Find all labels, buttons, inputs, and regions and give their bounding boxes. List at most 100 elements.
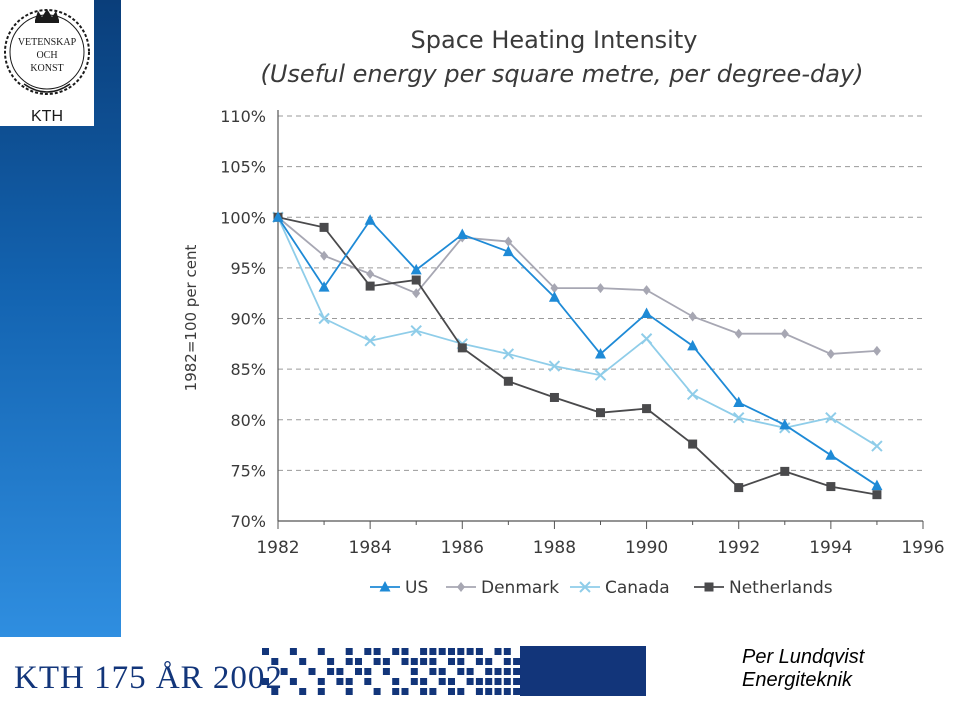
footer-mosaic-square xyxy=(355,658,362,665)
footer-mosaic-square xyxy=(373,658,381,665)
plot-area: 70% 75% 80% 85% 90% 95% 100% 105% 110% 1982 1984 19… xyxy=(220,107,944,558)
y-tick-label: 105% xyxy=(220,158,266,177)
footer-banner: KTH 175 ÅR 2002 xyxy=(0,640,960,702)
footer-mosaic-square xyxy=(420,678,428,685)
footer-mosaic-square xyxy=(410,678,418,685)
data-point-netherlands xyxy=(826,482,836,492)
footer-mosaic-square xyxy=(513,658,521,665)
logo-name: KTH xyxy=(31,108,63,125)
legend-marker-netherlands xyxy=(704,582,714,592)
data-point-canada xyxy=(502,348,515,360)
footer-mosaic-square xyxy=(503,648,511,655)
data-point-canada xyxy=(548,360,561,372)
footer-mosaic-square xyxy=(503,668,511,675)
footer-mosaic-square xyxy=(438,678,446,685)
footer-mosaic-square xyxy=(475,688,483,695)
footer-mosaic-square xyxy=(475,678,483,685)
data-point-canada xyxy=(640,333,653,345)
data-point-us xyxy=(687,339,699,351)
logo-line-3: KONST xyxy=(30,63,63,74)
chart-subtitle: (Useful energy per square metre, per deg… xyxy=(261,60,864,88)
crown-icon xyxy=(35,9,59,20)
footer-mosaic-square xyxy=(327,658,335,665)
footer-mosaic-square xyxy=(317,648,325,655)
data-point-netherlands xyxy=(457,343,467,353)
chart-legend: US Denmark Canada Netherlands xyxy=(370,578,833,598)
data-point-canada xyxy=(410,324,422,337)
footer-mosaic-square xyxy=(392,688,400,695)
footer-mosaic-square xyxy=(494,688,502,695)
data-point-netherlands xyxy=(734,483,744,493)
footer-mosaic-square xyxy=(494,678,502,685)
footer-mosaic-square xyxy=(438,648,446,655)
data-point-canada xyxy=(594,369,607,381)
footer-mosaic-square xyxy=(336,668,344,675)
data-point-netherlands xyxy=(642,404,652,414)
data-point-us xyxy=(272,211,284,222)
data-point-us xyxy=(410,263,422,275)
data-point-denmark xyxy=(642,285,651,296)
data-point-denmark xyxy=(320,250,329,261)
footer-mosaic-square xyxy=(448,678,455,685)
y-tick-label: 110% xyxy=(220,107,266,126)
chart-title: Space Heating Intensity xyxy=(411,26,698,54)
footer-mosaic-square xyxy=(466,648,474,655)
footer-mosaic-square xyxy=(364,668,372,675)
footer-mosaic-square xyxy=(271,688,279,695)
data-point-netherlands xyxy=(596,408,605,418)
data-point-netherlands xyxy=(411,275,421,285)
footer-mosaic-square xyxy=(485,668,493,675)
footer-mosaic-square xyxy=(448,648,455,655)
data-point-us xyxy=(502,245,514,257)
footer-mosaic-square xyxy=(494,648,502,655)
footer-mosaic-square xyxy=(401,688,409,695)
author-name: Per Lundqvist xyxy=(742,646,865,668)
footer-mosaic-square xyxy=(364,678,372,685)
data-point-us xyxy=(318,281,330,292)
footer-mosaic-square xyxy=(410,658,418,665)
legend-label-us: US xyxy=(405,578,428,598)
y-tick-label: 80% xyxy=(230,411,266,430)
author-block: Per Lundqvist Energiteknik xyxy=(742,646,952,692)
footer-mosaic-square xyxy=(457,648,465,655)
data-point-denmark xyxy=(504,236,513,247)
footer-mosaic-square xyxy=(401,648,409,655)
data-point-us xyxy=(548,291,560,302)
footer-mosaic-square xyxy=(317,678,325,685)
footer-mosaic-square xyxy=(401,658,409,665)
footer-mosaic-square xyxy=(429,648,437,655)
footer-mosaic-square xyxy=(503,688,511,695)
footer-mosaic-square xyxy=(345,648,353,655)
data-point-us xyxy=(825,449,837,460)
data-point-us xyxy=(733,396,745,408)
footer-mosaic-square xyxy=(336,678,344,685)
author-department: Energiteknik xyxy=(742,669,853,691)
chart-panel: Space Heating Intensity (Useful energy p… xyxy=(138,0,960,625)
kth-logo: VETENSKAP OCH KONST KTH xyxy=(0,0,94,126)
footer-mosaic-square xyxy=(448,658,455,665)
data-point-denmark xyxy=(826,348,835,359)
footer-mosaic-square xyxy=(308,668,316,675)
footer-mosaic-square xyxy=(475,648,483,655)
x-tick-label: 1982 xyxy=(256,538,299,558)
data-point-netherlands xyxy=(503,376,513,386)
footer-mosaic-square xyxy=(382,658,390,665)
legend-marker-us xyxy=(379,581,391,592)
footer-mosaic-square xyxy=(457,668,465,675)
footer-mosaic-square xyxy=(429,688,437,695)
legend-marker-denmark xyxy=(457,582,465,592)
footer-mosaic-square xyxy=(438,668,446,675)
x-tick-label: 1986 xyxy=(441,538,484,558)
footer-mosaic-square xyxy=(317,688,325,695)
footer-mosaic-square xyxy=(382,668,390,675)
data-point-netherlands xyxy=(319,222,329,232)
data-point-denmark xyxy=(780,328,789,339)
footer-mosaic-square xyxy=(364,648,372,655)
data-point-denmark xyxy=(872,345,881,356)
x-tick-label: 1994 xyxy=(809,538,852,558)
footer-mosaic-square xyxy=(420,658,428,665)
footer-mosaic-pattern xyxy=(262,646,646,696)
logo-line-2: OCH xyxy=(36,50,57,61)
x-tick-label: 1988 xyxy=(533,538,576,558)
footer-mosaic-square xyxy=(262,678,269,685)
